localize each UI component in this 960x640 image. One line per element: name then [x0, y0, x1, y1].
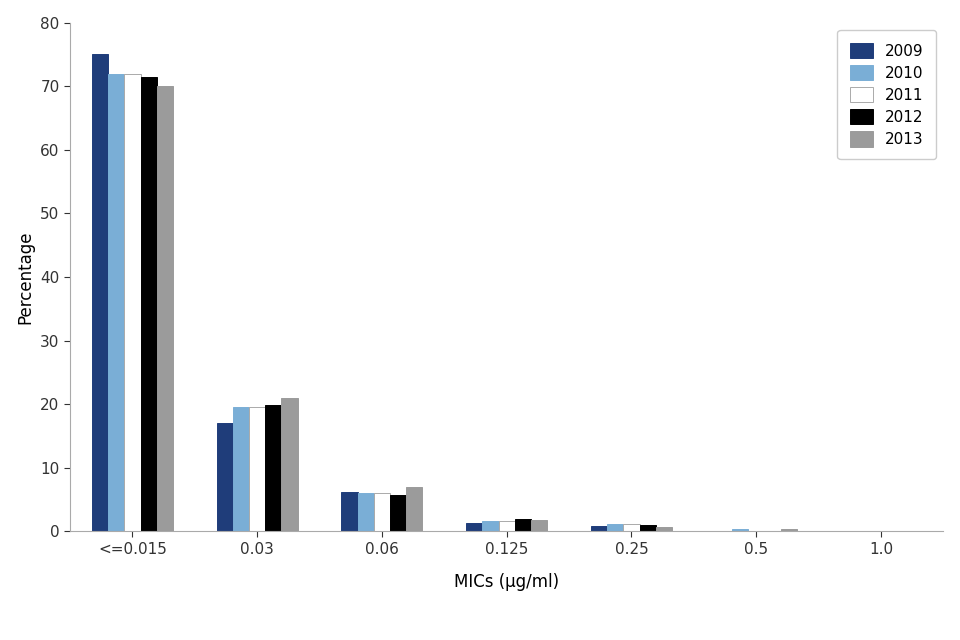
Bar — [591, 525, 607, 531]
Bar — [732, 529, 748, 531]
Bar — [607, 524, 623, 531]
Bar — [249, 407, 265, 531]
Bar — [92, 54, 108, 531]
Bar — [656, 527, 672, 531]
Bar — [124, 74, 140, 531]
Bar — [531, 520, 547, 531]
Bar — [515, 518, 531, 531]
Bar — [281, 397, 298, 531]
Bar — [639, 525, 656, 531]
Bar — [390, 495, 406, 531]
Bar — [482, 521, 498, 531]
Bar — [498, 521, 515, 531]
Bar — [233, 407, 249, 531]
Bar — [217, 423, 233, 531]
Legend: 2009, 2010, 2011, 2012, 2013: 2009, 2010, 2011, 2012, 2013 — [837, 30, 936, 159]
Bar — [467, 523, 482, 531]
Bar — [357, 493, 373, 531]
Bar — [373, 493, 390, 531]
X-axis label: MICs (μg/ml): MICs (μg/ml) — [454, 573, 560, 591]
Y-axis label: Percentage: Percentage — [16, 230, 35, 324]
Bar — [108, 74, 124, 531]
Bar — [342, 492, 357, 531]
Bar — [623, 524, 639, 531]
Bar — [156, 86, 173, 531]
Bar — [140, 77, 156, 531]
Bar — [265, 405, 281, 531]
Bar — [780, 529, 797, 531]
Bar — [406, 487, 422, 531]
